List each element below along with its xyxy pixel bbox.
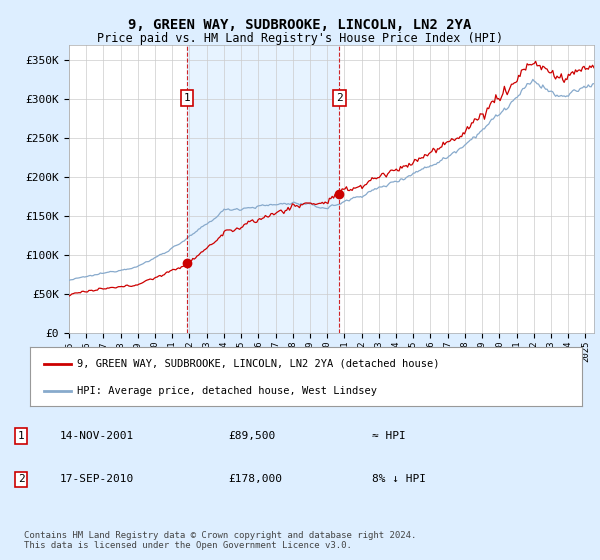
Text: 9, GREEN WAY, SUDBROOKE, LINCOLN, LN2 2YA: 9, GREEN WAY, SUDBROOKE, LINCOLN, LN2 2Y… bbox=[128, 18, 472, 32]
Text: 1: 1 bbox=[184, 93, 191, 103]
Text: 9, GREEN WAY, SUDBROOKE, LINCOLN, LN2 2YA (detached house): 9, GREEN WAY, SUDBROOKE, LINCOLN, LN2 2Y… bbox=[77, 358, 439, 368]
Text: ≈ HPI: ≈ HPI bbox=[372, 431, 406, 441]
Text: 17-SEP-2010: 17-SEP-2010 bbox=[60, 474, 134, 484]
Text: Price paid vs. HM Land Registry's House Price Index (HPI): Price paid vs. HM Land Registry's House … bbox=[97, 32, 503, 45]
Text: £89,500: £89,500 bbox=[228, 431, 275, 441]
Text: HPI: Average price, detached house, West Lindsey: HPI: Average price, detached house, West… bbox=[77, 386, 377, 396]
Text: 1: 1 bbox=[17, 431, 25, 441]
Text: 2: 2 bbox=[336, 93, 343, 103]
Text: 8% ↓ HPI: 8% ↓ HPI bbox=[372, 474, 426, 484]
Text: £178,000: £178,000 bbox=[228, 474, 282, 484]
Text: 14-NOV-2001: 14-NOV-2001 bbox=[60, 431, 134, 441]
Text: Contains HM Land Registry data © Crown copyright and database right 2024.
This d: Contains HM Land Registry data © Crown c… bbox=[24, 531, 416, 550]
Text: 2: 2 bbox=[17, 474, 25, 484]
Bar bbox=[187, 45, 340, 333]
